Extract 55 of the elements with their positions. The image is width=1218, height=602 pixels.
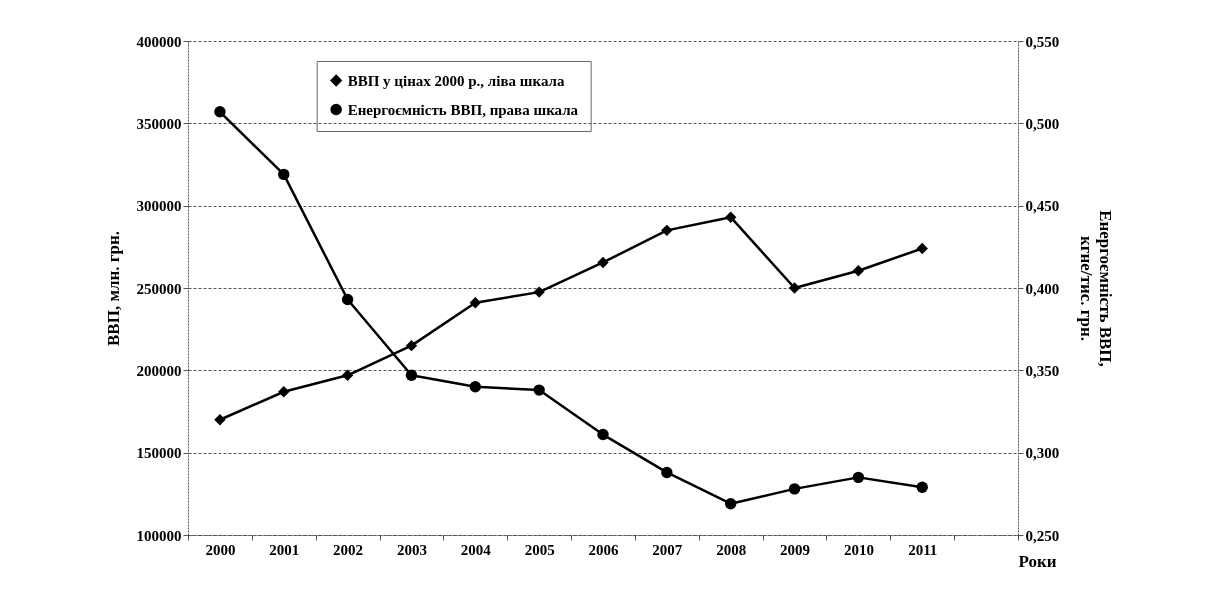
y2-tick-label: 0,550 xyxy=(1025,33,1060,50)
y2-axis-title: Енергоємність ВВП, кгне/тис. грн. xyxy=(1077,210,1116,367)
point xyxy=(852,471,865,484)
y-tick-label: 300000 xyxy=(136,198,182,215)
y-tick-label: 150000 xyxy=(136,445,182,462)
y-tick-label: 400000 xyxy=(136,33,182,50)
point xyxy=(214,106,226,118)
x-tick-label: 2005 xyxy=(524,541,555,558)
x-tick-label: 2007 xyxy=(652,541,683,558)
y2-tick-label: 0,300 xyxy=(1025,445,1060,462)
point xyxy=(852,265,865,277)
y2-tick-label: 0,500 xyxy=(1025,115,1060,132)
point xyxy=(469,297,482,309)
x-tick-label: 2010 xyxy=(843,541,874,558)
point xyxy=(597,428,609,441)
point xyxy=(214,414,226,426)
point xyxy=(278,168,290,181)
point xyxy=(788,282,801,294)
point xyxy=(278,386,290,398)
point xyxy=(916,242,928,255)
y-tick-label: 200000 xyxy=(136,362,182,379)
point xyxy=(469,381,482,393)
point xyxy=(341,369,354,381)
y-tick-label: 100000 xyxy=(136,527,182,544)
point xyxy=(341,293,354,306)
x-tick-label: 2000 xyxy=(205,541,236,558)
x-tick-label: 2001 xyxy=(269,541,300,558)
y-axis-title: ВВП, млн. грн. xyxy=(103,230,123,347)
x-tick-label: 2011 xyxy=(908,541,938,558)
point xyxy=(916,481,928,493)
point xyxy=(405,369,418,381)
legend-label: Енергоємність ВВП, права шкала xyxy=(347,101,579,118)
x-axis-title: Роки xyxy=(1018,551,1057,571)
legend-label: ВВП у цінах 2000 р., ліва шкала xyxy=(347,72,565,89)
point xyxy=(533,286,545,298)
point xyxy=(724,498,737,510)
point xyxy=(788,483,801,495)
y2-tick-label: 0,350 xyxy=(1025,362,1060,379)
x-tick-label: 2004 xyxy=(460,541,492,558)
y-tick-label: 350000 xyxy=(136,115,182,132)
point xyxy=(661,466,673,479)
y-tick-label: 250000 xyxy=(136,280,182,297)
point xyxy=(724,211,737,223)
point xyxy=(405,339,418,352)
x-tick-label: 2003 xyxy=(396,541,427,558)
y2-tick-label: 0,400 xyxy=(1025,280,1060,297)
point xyxy=(597,256,609,269)
x-tick-label: 2002 xyxy=(333,541,364,558)
x-tick-label: 2008 xyxy=(716,541,747,558)
point xyxy=(533,384,545,396)
point xyxy=(661,224,673,237)
x-tick-label: 2009 xyxy=(780,541,811,558)
x-tick-label: 2006 xyxy=(588,541,619,558)
y2-tick-label: 0,250 xyxy=(1025,527,1060,544)
y2-tick-label: 0,450 xyxy=(1025,198,1060,215)
